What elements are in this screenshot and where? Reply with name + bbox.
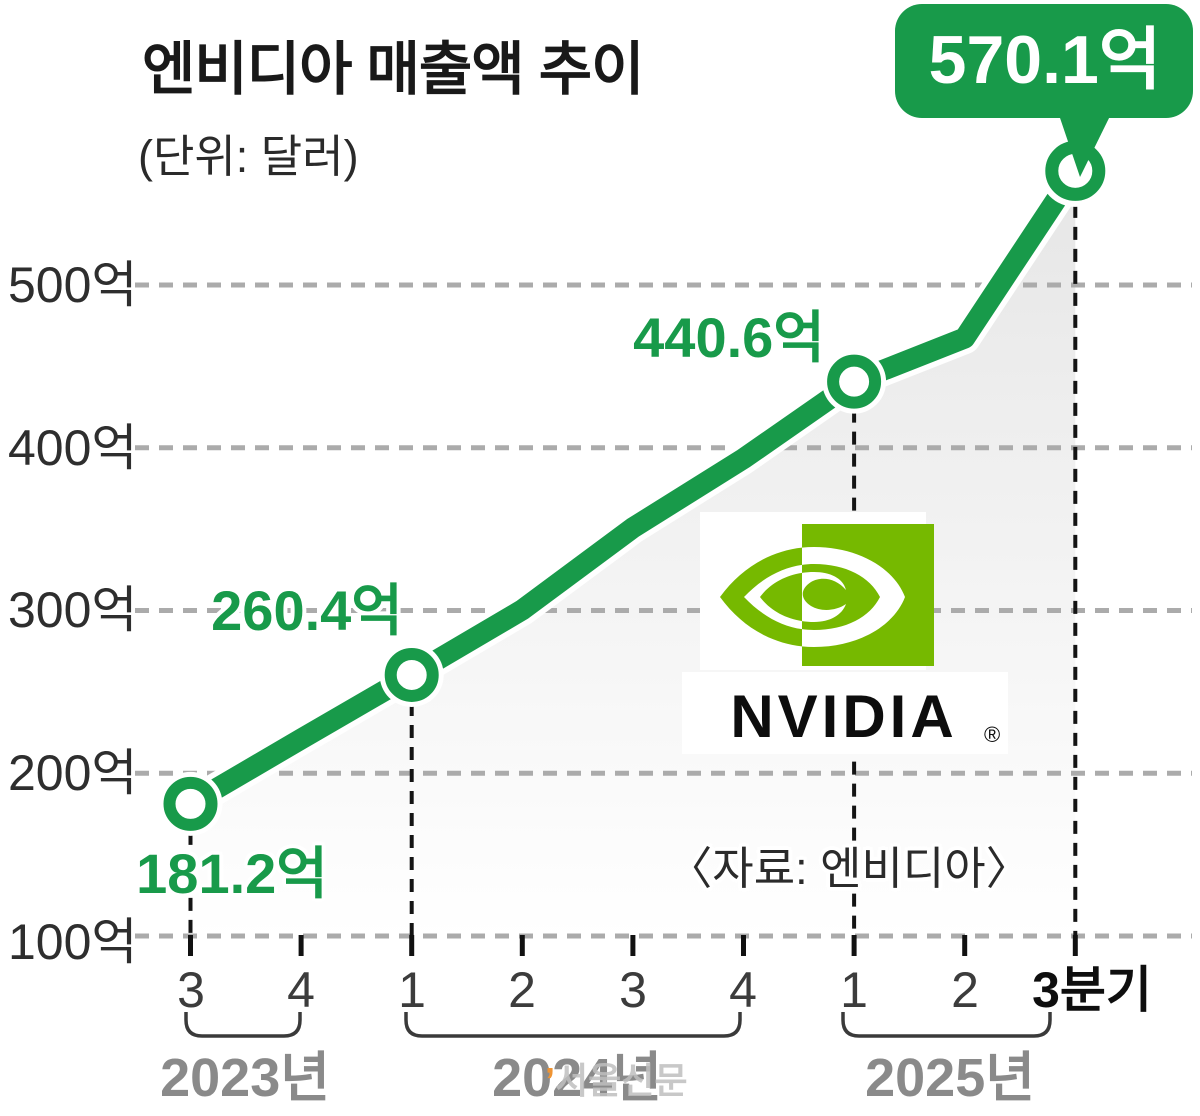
vertical-guide-lines	[188, 204, 1078, 936]
year-label-2024: 2024년	[492, 1048, 662, 1108]
axis-tick-marks	[188, 935, 1078, 956]
data-label-2023q3: 181.2억	[136, 842, 328, 905]
revenue-line	[185, 165, 1085, 813]
unit-note: (단위: 달러)	[138, 131, 359, 182]
x-tick-label-4: 3	[619, 962, 647, 1018]
x-tick-label-5: 4	[729, 962, 757, 1018]
bracket-2025	[841, 1012, 1052, 1038]
callout-tail	[1058, 112, 1112, 177]
marker-q0	[163, 776, 218, 831]
publisher-watermark: ’서울신문	[545, 1052, 688, 1104]
watermark-tick-icon: ’	[545, 1060, 556, 1101]
x-tick-label-2: 1	[398, 962, 426, 1018]
bracket-2024	[404, 1012, 742, 1038]
horizontal-gridlines	[135, 282, 1192, 939]
revenue-polyline	[185, 165, 1085, 813]
marker-q2	[384, 647, 439, 702]
y-axis-label-300: 300억	[8, 582, 138, 638]
registered-trademark-icon: ®	[984, 722, 1001, 747]
bracket-2023	[184, 1012, 302, 1038]
callout-bubble	[895, 4, 1193, 118]
area-under-line	[190, 170, 1076, 937]
year-label-2025: 2025년	[865, 1048, 1035, 1108]
y-axis-label-200: 200억	[8, 745, 138, 801]
y-axis-label-400: 400억	[8, 420, 138, 476]
year-label-2023: 2023년	[160, 1048, 330, 1108]
data-label-2024q1: 260.4억	[211, 579, 403, 642]
x-tick-label-1: 4	[287, 962, 315, 1018]
x-tick-label-7: 2	[951, 962, 979, 1018]
revenue-area-fill	[190, 170, 1076, 937]
y-axis-label-100: 100억	[8, 914, 138, 970]
data-point-markers	[158, 134, 1112, 836]
nvidia-eye-left-swirl	[720, 547, 802, 647]
source-note: 〈자료: 엔비디아〉	[667, 843, 1031, 894]
nvidia-logo	[682, 512, 1008, 754]
watermark-text: 서울신문	[555, 1060, 688, 1101]
x-tick-label-6: 1	[840, 962, 868, 1018]
marker-q6	[827, 354, 882, 409]
data-label-2025q1: 440.6억	[633, 306, 825, 369]
x-tick-label-3: 2	[508, 962, 536, 1018]
callout-badge	[895, 4, 1193, 177]
year-brackets	[184, 1012, 1052, 1038]
data-label-2025q3-badge: 570.1억	[928, 22, 1162, 98]
nvidia-wordmark: NVIDIA	[730, 683, 958, 750]
x-tick-label-0: 3	[177, 962, 205, 1018]
page-title: 엔비디아 매출액 추이	[142, 37, 644, 102]
wordmark-halo-box	[682, 672, 1008, 754]
nvidia-eye-right-swirl	[802, 547, 905, 647]
y-axis-label-500: 500억	[8, 257, 138, 313]
x-tick-label-8: 3분기	[1032, 962, 1152, 1018]
